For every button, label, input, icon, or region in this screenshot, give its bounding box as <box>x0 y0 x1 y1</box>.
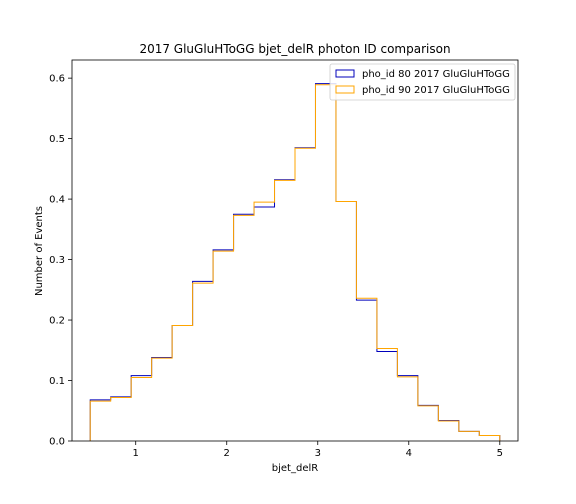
legend-box <box>329 63 516 101</box>
legend-swatch-pho-id-80 <box>335 69 355 78</box>
y-tick-label: 0.3 <box>49 255 65 266</box>
y-tick-label: 0.5 <box>49 134 65 145</box>
plot-frame <box>71 59 519 442</box>
y-tick-label: 0.2 <box>49 316 65 327</box>
x-axis-ticks: 1 2 3 4 5 <box>133 441 503 459</box>
series-layer <box>89 83 501 441</box>
x-tick-label: 2 <box>224 448 230 459</box>
y-tick-label: 0.6 <box>49 74 65 85</box>
x-tick-label: 1 <box>133 448 139 459</box>
chart-title: 2017 GluGluHToGG bjet_delR photon ID com… <box>139 42 450 56</box>
y-axis-label: Number of Events <box>34 206 45 296</box>
legend: pho_id 80 2017 GluGluHToGG pho_id 90 201… <box>329 63 516 101</box>
y-tick-label: 0.1 <box>49 376 65 387</box>
legend-label-pho-id-90: pho_id 90 2017 GluGluHToGG <box>362 85 510 96</box>
legend-swatch-pho-id-90 <box>335 85 355 94</box>
x-axis-label: bjet_delR <box>272 463 318 474</box>
y-tick-label: 0.0 <box>49 437 65 448</box>
x-tick-label: 3 <box>315 448 321 459</box>
x-tick-label: 5 <box>497 448 503 459</box>
y-tick-label: 0.4 <box>49 195 65 206</box>
legend-label-pho-id-80: pho_id 80 2017 GluGluHToGG <box>362 69 510 80</box>
x-tick-label: 4 <box>406 448 412 459</box>
y-axis-ticks: 0.0 0.1 0.2 0.3 0.4 0.5 0.6 <box>49 74 72 448</box>
histogram-series-1 <box>89 84 501 441</box>
